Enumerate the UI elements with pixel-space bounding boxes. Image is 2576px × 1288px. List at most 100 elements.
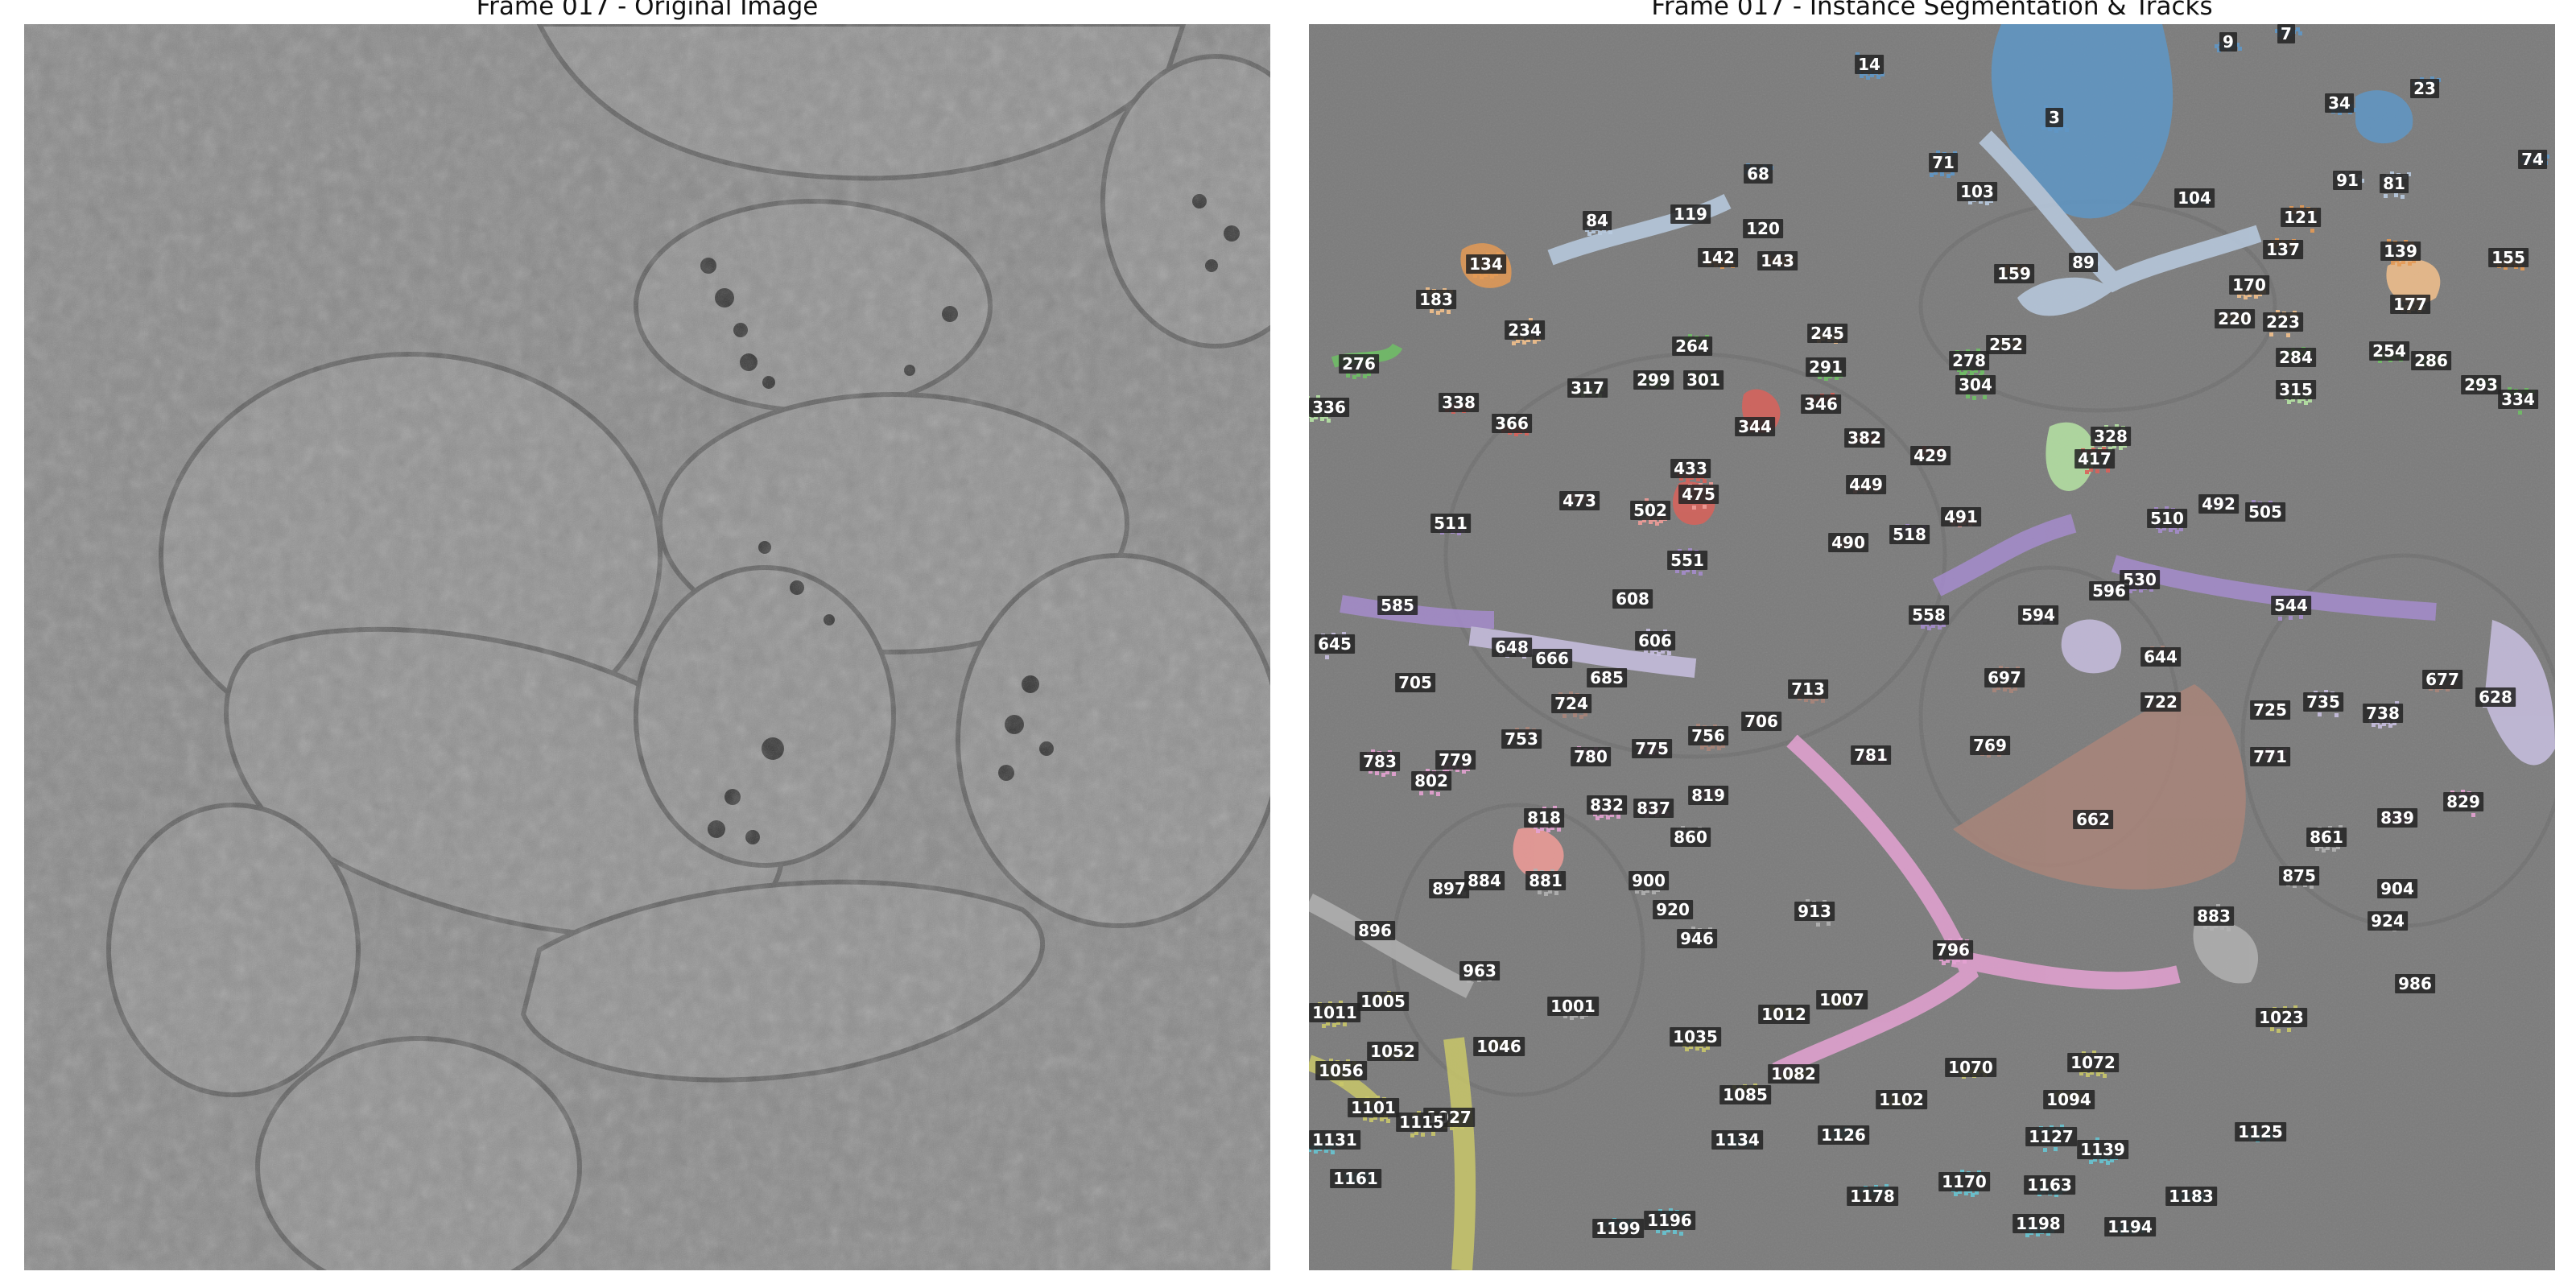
original-image: [24, 24, 1270, 1270]
track-label: 34: [2325, 93, 2354, 113]
track-label: 1070: [1945, 1058, 1996, 1077]
track-label: 234: [1505, 320, 1545, 340]
track-label: 1085: [1719, 1085, 1771, 1104]
track-label: 1126: [1818, 1125, 1869, 1145]
track-label: 628: [2475, 687, 2516, 707]
track-label: 735: [2303, 692, 2343, 712]
track-label: 585: [1377, 596, 1418, 615]
track-label: 875: [2279, 866, 2319, 886]
track-label: 883: [2194, 906, 2234, 926]
left-panel-title: Frame 017 - Original Image: [476, 0, 819, 21]
track-label: 1046: [1473, 1037, 1525, 1056]
track-label: 104: [2174, 188, 2215, 208]
track-label: 9: [2219, 32, 2237, 52]
track-label: 511: [1430, 514, 1471, 533]
track-label: 134: [1466, 254, 1506, 274]
track-label: 860: [1670, 828, 1711, 847]
track-label: 137: [2263, 240, 2303, 259]
track-label: 71: [1929, 153, 1958, 172]
track-label: 139: [2380, 242, 2421, 261]
track-label: 254: [2369, 341, 2409, 361]
track-label: 490: [1828, 533, 1868, 552]
track-label: 779: [1435, 750, 1476, 770]
track-label: 475: [1678, 485, 1719, 504]
track-label: 159: [1994, 264, 2034, 283]
track-label: 1127: [2025, 1127, 2077, 1146]
track-label: 796: [1933, 940, 1973, 960]
track-label: 832: [1587, 795, 1627, 815]
track-label: 753: [1501, 729, 1542, 749]
track-label: 491: [1941, 507, 1981, 526]
track-label: 1196: [1644, 1211, 1695, 1230]
track-label: 502: [1630, 501, 1670, 520]
track-label: 1199: [1592, 1219, 1644, 1238]
track-label: 594: [2018, 605, 2058, 625]
track-label: 68: [1744, 164, 1773, 184]
track-label: 264: [1672, 336, 1712, 356]
track-label: 829: [2443, 792, 2483, 811]
track-label: 121: [2281, 208, 2321, 227]
track-label-layer: 14 9 7 23 3 34 74 68 71 103 104 91 81 84 119 120 121 134 1…: [1309, 24, 2555, 1270]
right-panel-title: Frame 017 - Instance Segmentation & Trac…: [1651, 0, 2213, 21]
track-label: 738: [2363, 704, 2403, 723]
track-label: 897: [1429, 879, 1469, 898]
track-label: 705: [1395, 673, 1435, 692]
track-label: 346: [1801, 394, 1841, 414]
segmentation-panel: 14 9 7 23 3 34 74 68 71 103 104 91 81 84 119 120 121 134 1…: [1309, 24, 2555, 1270]
track-label: 510: [2147, 509, 2187, 528]
track-label: 783: [1360, 752, 1400, 771]
track-label: 722: [2140, 692, 2181, 712]
track-label: 155: [2488, 248, 2529, 267]
track-label: 1131: [1309, 1130, 1360, 1150]
track-label: 986: [2395, 974, 2435, 993]
track-label: 177: [2390, 295, 2430, 314]
track-label: 284: [2276, 348, 2316, 367]
track-label: 417: [2074, 449, 2115, 469]
track-label: 338: [1439, 393, 1479, 412]
track-label: 183: [1416, 290, 1456, 309]
track-label: 143: [1757, 251, 1798, 270]
track-label: 1052: [1367, 1042, 1418, 1061]
track-label: 1134: [1711, 1130, 1763, 1150]
track-label: 1178: [1847, 1187, 1898, 1206]
track-label: 551: [1667, 551, 1707, 570]
track-label: 1005: [1357, 992, 1409, 1011]
track-label: 23: [2410, 79, 2439, 98]
track-label: 1082: [1768, 1064, 1819, 1084]
track-label: 713: [1788, 679, 1828, 699]
track-label: 301: [1683, 370, 1724, 390]
track-label: 775: [1632, 739, 1672, 758]
track-label: 697: [1984, 668, 2025, 687]
track-label: 920: [1653, 900, 1693, 919]
track-label: 648: [1492, 638, 1532, 657]
track-label: 913: [1794, 902, 1835, 921]
track-label: 1072: [2067, 1053, 2119, 1072]
track-label: 756: [1688, 726, 1728, 745]
track-label: 1125: [2235, 1122, 2286, 1141]
track-label: 544: [2271, 596, 2311, 615]
track-label: 881: [1525, 871, 1566, 890]
track-label: 142: [1698, 248, 1738, 267]
track-label: 119: [1670, 204, 1711, 224]
track-label: 1102: [1876, 1090, 1927, 1109]
track-label: 1163: [2024, 1175, 2075, 1195]
track-label: 1183: [2165, 1187, 2217, 1206]
track-label: 91: [2333, 171, 2362, 190]
track-label: 518: [1889, 525, 1930, 544]
track-label: 120: [1743, 219, 1783, 238]
track-label: 505: [2245, 502, 2285, 522]
track-label: 334: [2498, 390, 2538, 409]
track-label: 1139: [2077, 1140, 2128, 1159]
track-label: 896: [1355, 921, 1395, 940]
track-label: 304: [1955, 375, 1996, 394]
track-label: 1170: [1938, 1172, 1990, 1191]
original-image-panel: [24, 24, 1270, 1270]
track-label: 223: [2263, 312, 2303, 332]
track-label: 170: [2229, 275, 2269, 295]
track-label: 14: [1855, 55, 1884, 74]
track-label: 473: [1559, 491, 1600, 510]
track-label: 81: [2380, 174, 2409, 193]
track-label: 1011: [1309, 1003, 1360, 1022]
track-label: 606: [1635, 631, 1675, 650]
track-label: 276: [1339, 354, 1379, 374]
